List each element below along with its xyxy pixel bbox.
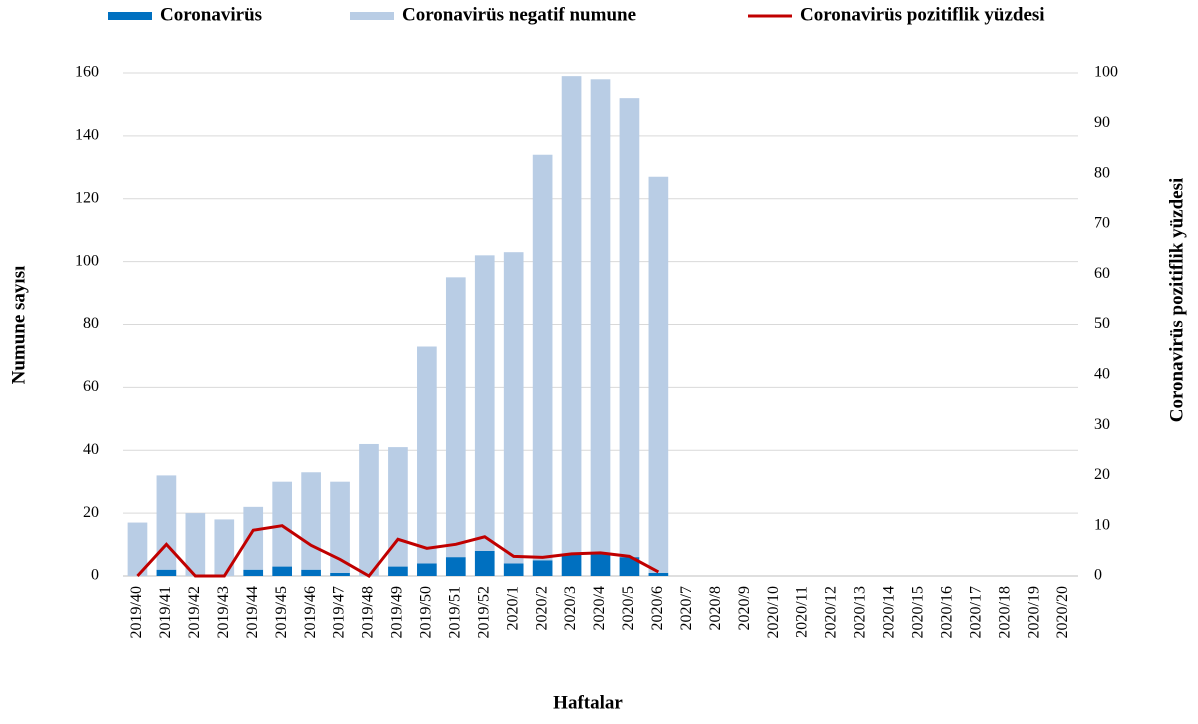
- x-tick-label: 2020/7: [678, 586, 695, 630]
- bar: [272, 566, 293, 576]
- x-tick-label: 2019/40: [128, 586, 145, 638]
- y-tick-label: 80: [83, 315, 99, 332]
- bar: [590, 79, 611, 554]
- legend-label: Coronavirüs negatif numune: [402, 4, 636, 25]
- y-tick-label: 20: [83, 504, 99, 521]
- x-tick-label: 2020/15: [910, 586, 927, 638]
- x-tick-label: 2019/44: [244, 586, 261, 638]
- x-tick-label: 2020/1: [504, 586, 521, 630]
- x-tick-label: 2020/8: [707, 586, 724, 630]
- legend-swatch: [108, 12, 152, 20]
- legend-label: Coronavirüs: [160, 4, 262, 25]
- bar: [532, 560, 553, 576]
- bar: [156, 475, 177, 570]
- bar: [301, 472, 321, 570]
- y2-tick-label: 50: [1094, 315, 1110, 332]
- y-tick-label: 120: [75, 189, 99, 206]
- bar: [156, 569, 177, 576]
- bar: [590, 553, 611, 576]
- x-tick-label: 2019/43: [215, 586, 232, 638]
- y2-tick-label: 100: [1094, 64, 1118, 81]
- x-tick-label: 2019/50: [418, 586, 435, 638]
- y-tick-label: 40: [83, 441, 99, 458]
- legend-label: Coronavirüs pozitiflik yüzdesi: [800, 4, 1045, 25]
- x-tick-label: 2020/10: [765, 586, 782, 638]
- y-tick-label: 0: [91, 567, 99, 584]
- y-tick-label: 160: [75, 64, 99, 81]
- x-tick-label: 2020/5: [620, 586, 637, 630]
- x-tick-label: 2019/49: [389, 586, 406, 638]
- bar: [388, 566, 408, 576]
- x-tick-label: 2020/19: [1025, 586, 1042, 638]
- x-tick-label: 2020/4: [591, 586, 608, 630]
- bar: [619, 557, 640, 576]
- bar: [417, 346, 437, 564]
- y-tick-label: 60: [83, 378, 99, 395]
- x-tick-label: 2019/47: [331, 586, 348, 638]
- y2-tick-label: 70: [1094, 215, 1110, 232]
- bar: [474, 550, 495, 576]
- x-tick-label: 2019/52: [475, 586, 492, 638]
- x-tick-label: 2019/46: [302, 586, 319, 638]
- y2-tick-label: 90: [1094, 114, 1110, 131]
- bar: [330, 481, 350, 573]
- y-tick-label: 140: [75, 127, 99, 144]
- x-tick-label: 2020/9: [736, 586, 753, 630]
- y2-tick-label: 80: [1094, 164, 1110, 181]
- bar: [359, 443, 379, 576]
- legend-swatch: [350, 12, 394, 20]
- bar: [445, 277, 466, 558]
- bar: [648, 572, 669, 576]
- y-axis-title: Numune sayısı: [8, 266, 29, 385]
- x-tick-label: 2019/42: [186, 586, 203, 638]
- x-tick-label: 2020/11: [794, 586, 811, 638]
- x-tick-label: 2020/17: [967, 586, 984, 638]
- bar: [330, 572, 350, 576]
- bar: [214, 519, 235, 576]
- x-tick-label: 2020/14: [881, 586, 898, 638]
- bar: [272, 481, 293, 567]
- bar: [243, 569, 264, 576]
- bar: [243, 506, 264, 570]
- y-tick-label: 100: [75, 252, 99, 269]
- x-axis-title: Haftalar: [553, 692, 623, 713]
- bar: [474, 255, 495, 551]
- line: [136, 524, 660, 578]
- x-tick-label: 2020/13: [852, 586, 869, 638]
- bar: [417, 563, 437, 576]
- y2-tick-label: 0: [1094, 567, 1102, 584]
- bar: [503, 563, 524, 576]
- bar: [648, 176, 669, 573]
- x-tick-label: 2020/20: [1054, 586, 1071, 638]
- x-tick-label: 2019/48: [360, 586, 377, 638]
- bar: [301, 569, 321, 576]
- bar: [185, 513, 206, 576]
- bar: [561, 76, 582, 554]
- bar: [532, 154, 553, 561]
- bar: [445, 557, 466, 576]
- bar: [619, 98, 640, 558]
- bar: [388, 447, 408, 567]
- x-tick-label: 2019/51: [446, 586, 463, 638]
- x-tick-label: 2020/12: [823, 586, 840, 638]
- x-tick-label: 2020/6: [649, 586, 666, 630]
- x-tick-label: 2019/41: [157, 586, 174, 638]
- bar: [127, 522, 148, 576]
- bar: [561, 553, 582, 576]
- x-tick-label: 2020/2: [533, 586, 550, 630]
- x-tick-label: 2020/16: [938, 586, 955, 638]
- y2-tick-label: 20: [1094, 466, 1110, 483]
- y2-axis-title: Coronavirüs pozitiflik yüzdesi: [1166, 178, 1187, 423]
- y2-tick-label: 40: [1094, 365, 1110, 382]
- bar: [503, 252, 524, 564]
- y2-tick-label: 30: [1094, 416, 1110, 433]
- y2-tick-label: 10: [1094, 516, 1110, 533]
- x-tick-label: 2020/3: [562, 586, 579, 630]
- x-tick-label: 2020/18: [996, 586, 1013, 638]
- y2-tick-label: 60: [1094, 265, 1110, 282]
- x-tick-label: 2019/45: [273, 586, 290, 638]
